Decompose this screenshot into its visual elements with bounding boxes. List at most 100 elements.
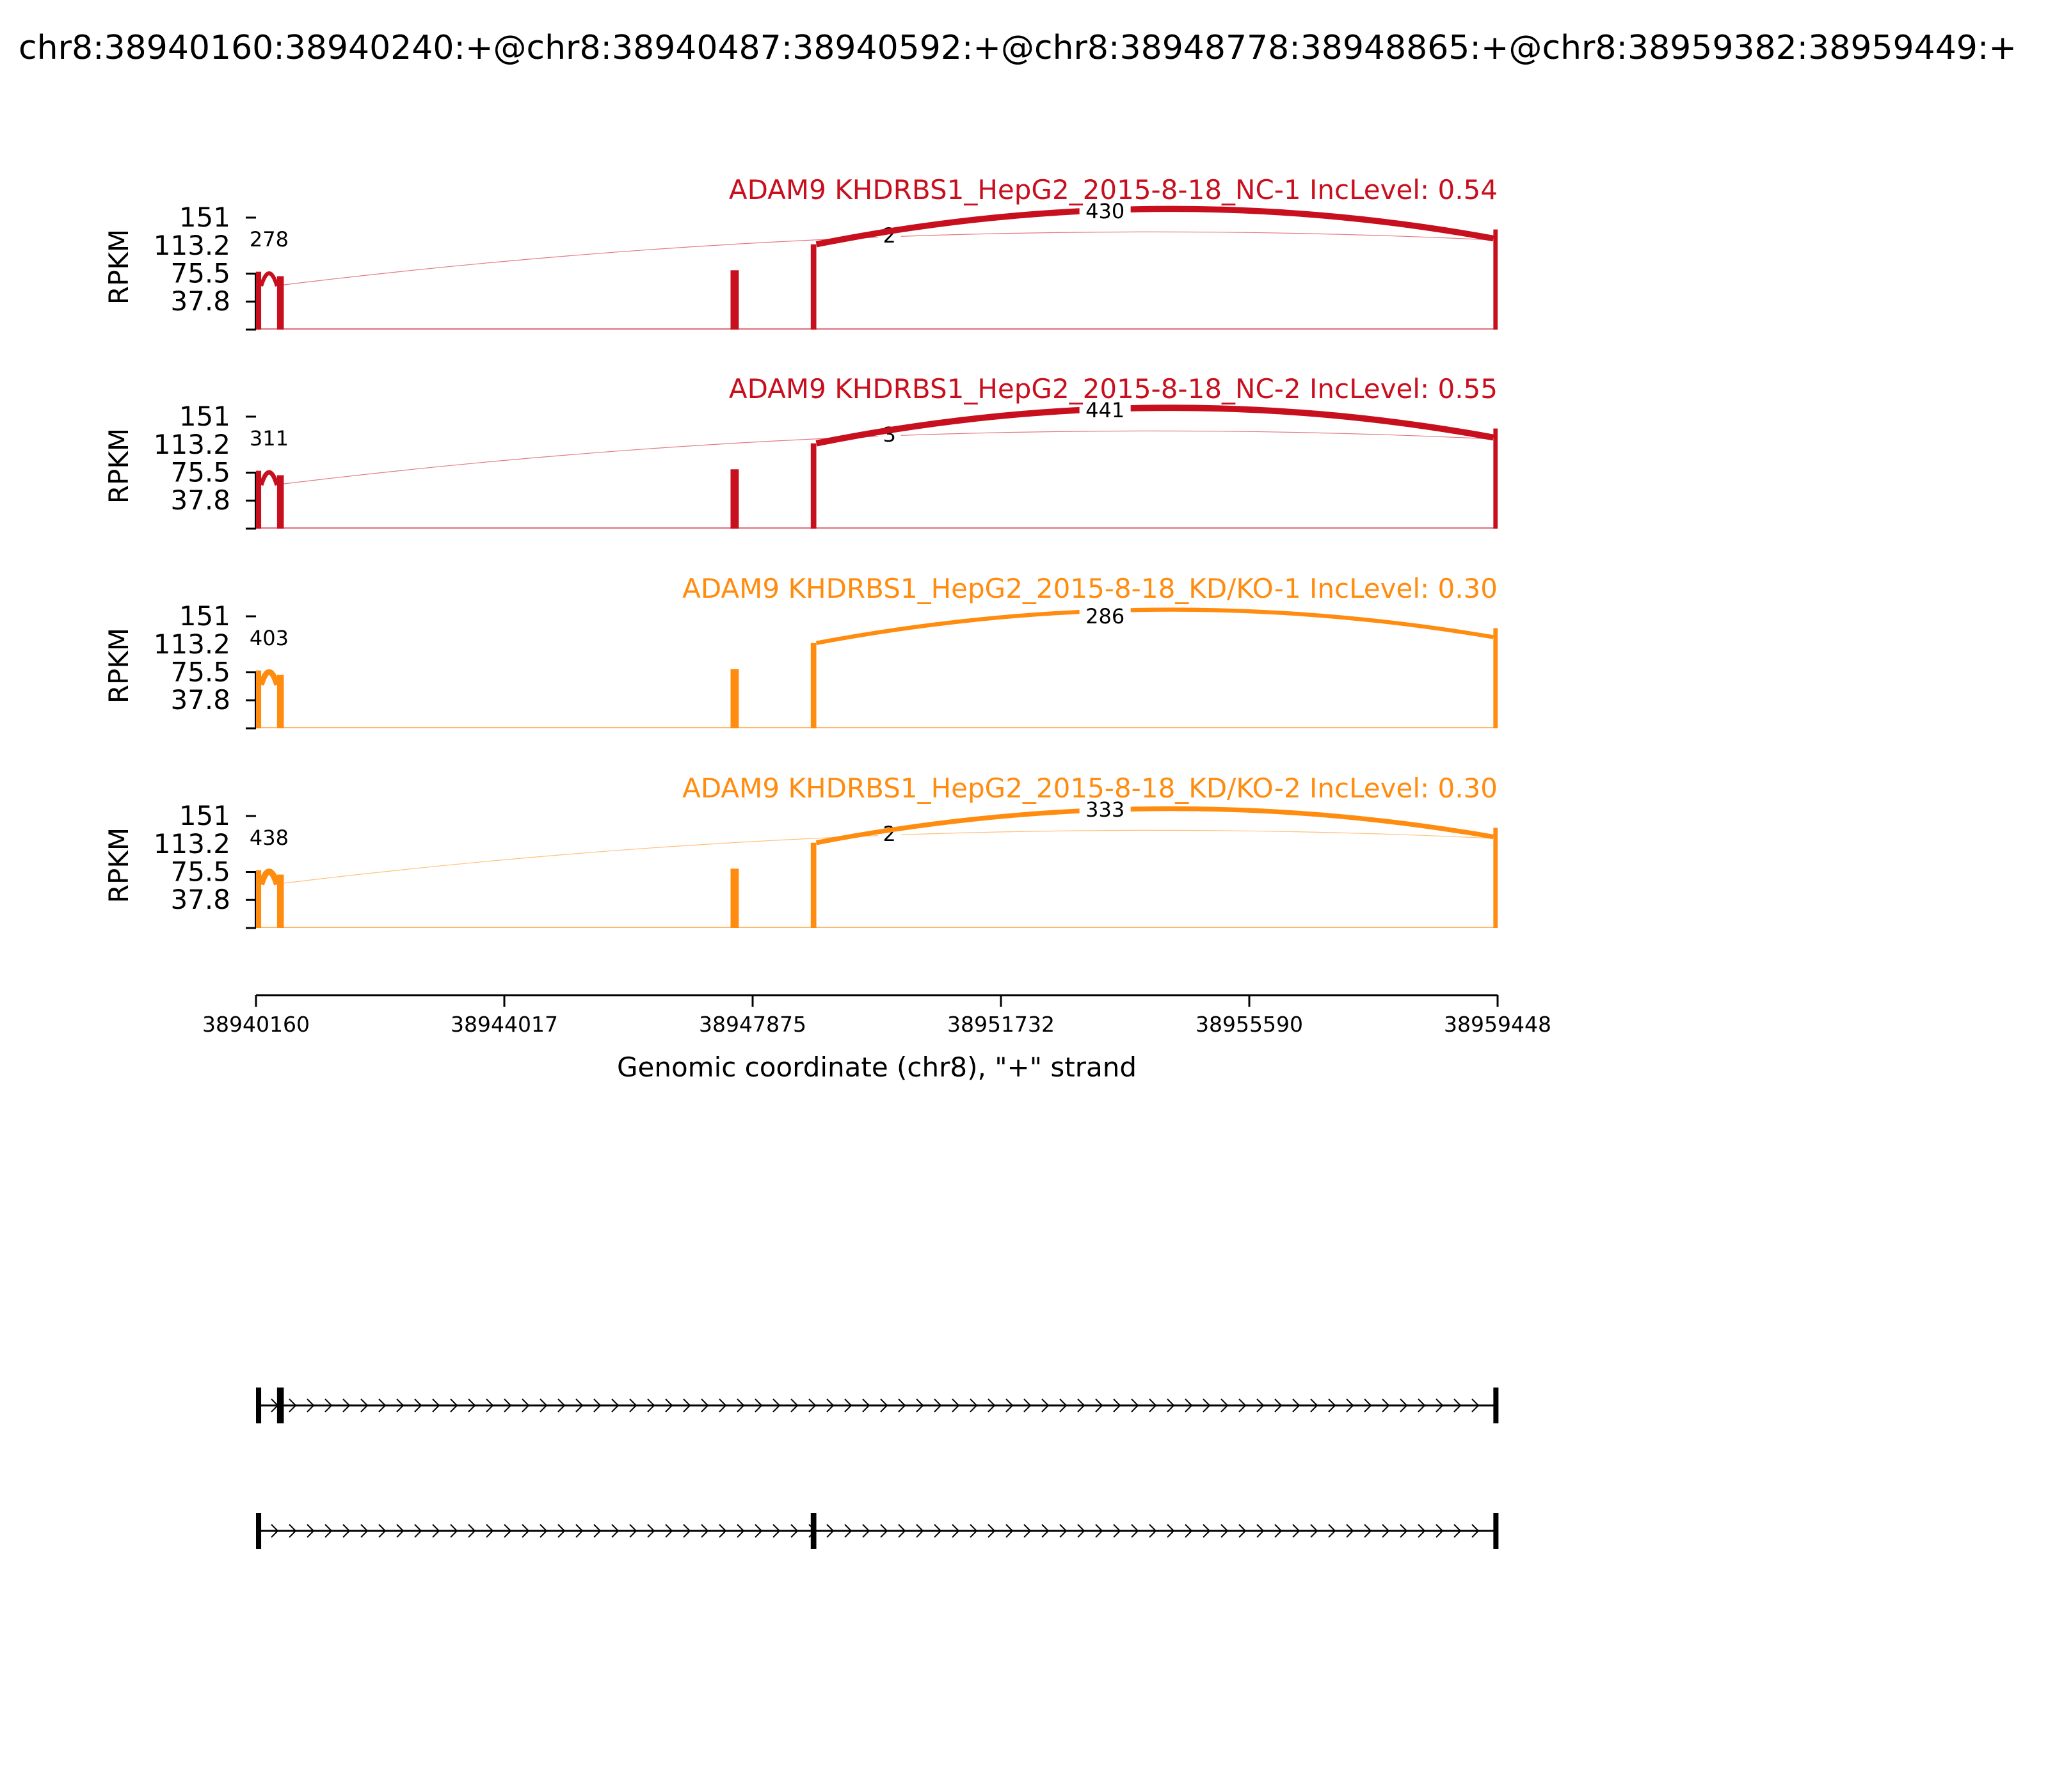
strand-arrow-icon <box>1023 1398 1032 1412</box>
y-tick-label: 151 <box>179 600 230 632</box>
x-tick-label: 38940160 <box>202 1012 310 1037</box>
coverage-bar-exon-2 <box>276 276 284 330</box>
strand-arrow-icon <box>844 1398 852 1412</box>
x-axis-label: Genomic coordinate (chr8), "+" strand <box>617 1052 1137 1083</box>
isoform-1 <box>256 1388 1499 1423</box>
junction-label-3: 441 <box>1085 398 1124 422</box>
strand-arrow-icon <box>701 1398 709 1412</box>
strand-arrow-icon <box>1113 1524 1121 1538</box>
exon-block-1 <box>256 1513 262 1549</box>
y-tick-label: 113.2 <box>154 628 230 660</box>
strand-arrow-icon <box>1346 1398 1354 1412</box>
strand-arrow-icon <box>1328 1398 1336 1412</box>
y-tick-label: 151 <box>179 401 230 432</box>
strand-arrow-icon <box>808 1398 817 1412</box>
strand-arrow-icon <box>396 1398 404 1412</box>
strand-arrow-icon <box>1149 1398 1157 1412</box>
strand-arrow-icon <box>1471 1524 1480 1538</box>
junction-label-1: 311 <box>250 426 289 451</box>
strand-arrow-icon <box>665 1398 673 1412</box>
strand-arrow-icon <box>540 1524 548 1538</box>
junction-label-bg <box>1079 800 1131 822</box>
junction-label-2: 3 <box>883 422 896 447</box>
y-tick-label: 75.5 <box>170 457 230 488</box>
strand-arrow-icon <box>271 1524 279 1538</box>
junction-arc-2 <box>815 607 1494 645</box>
strand-arrow-icon <box>289 1524 297 1538</box>
strand-arrow-icon <box>647 1524 655 1538</box>
strand-arrow-icon <box>1185 1524 1193 1538</box>
strand-arrow-icon <box>1005 1398 1014 1412</box>
strand-arrow-icon <box>665 1524 673 1538</box>
strand-arrow-icon <box>324 1524 333 1538</box>
strand-arrow-icon <box>486 1398 494 1412</box>
strand-arrow-icon <box>862 1524 870 1538</box>
y-tick-label: 113.2 <box>154 230 230 261</box>
junction-arc-3 <box>815 404 1494 447</box>
strand-arrow-icon <box>307 1524 315 1538</box>
strand-arrow-icon <box>1238 1524 1247 1538</box>
strand-arrow-icon <box>575 1524 584 1538</box>
junction-label-2: 286 <box>1085 604 1124 628</box>
strand-arrow-icon <box>880 1398 888 1412</box>
junction-label-2: 2 <box>883 822 896 846</box>
junction-label-3: 430 <box>1085 199 1124 223</box>
strand-arrow-icon <box>1471 1398 1480 1412</box>
track-title: ADAM9 KHDRBS1_HepG2_2015-8-18_NC-1 IncLe… <box>729 174 1498 205</box>
exon-block-2 <box>810 1513 817 1549</box>
y-axis-label: RPKM <box>103 828 134 903</box>
strand-arrow-icon <box>898 1398 906 1412</box>
coverage-bar-exon-3 <box>730 868 739 928</box>
strand-arrow-icon <box>772 1398 781 1412</box>
x-tick-label: 38955590 <box>1196 1012 1303 1037</box>
strand-arrow-icon <box>1256 1398 1265 1412</box>
strand-arrow-icon <box>414 1524 422 1538</box>
strand-arrow-icon <box>1059 1398 1068 1412</box>
strand-arrow-icon <box>1328 1524 1336 1538</box>
x-tick-label: 38951732 <box>947 1012 1055 1037</box>
strand-arrow-icon <box>683 1398 691 1412</box>
strand-arrow-icon <box>1095 1524 1103 1538</box>
strand-arrow-icon <box>1167 1524 1175 1538</box>
strand-arrow-icon <box>719 1524 727 1538</box>
strand-arrow-icon <box>1436 1524 1444 1538</box>
coverage-bar-exon-3 <box>730 469 739 529</box>
strand-arrow-icon <box>1203 1398 1211 1412</box>
strand-arrow-icon <box>1400 1524 1408 1538</box>
strand-arrow-icon <box>1364 1398 1372 1412</box>
x-tick-label: 38959448 <box>1444 1012 1551 1037</box>
strand-arrow-icon <box>898 1524 906 1538</box>
strand-arrow-icon <box>790 1524 799 1538</box>
junction-label-3: 333 <box>1085 797 1124 822</box>
strand-arrow-icon <box>826 1524 835 1538</box>
strand-arrow-icon <box>289 1398 297 1412</box>
x-tick-label: 38944017 <box>451 1012 558 1037</box>
strand-arrow-icon <box>1310 1398 1318 1412</box>
strand-arrow-icon <box>1364 1524 1372 1538</box>
strand-arrow-icon <box>737 1398 745 1412</box>
junction-arc-1 <box>259 271 279 287</box>
y-axis-label: RPKM <box>103 628 134 703</box>
strand-arrow-icon <box>378 1524 387 1538</box>
strand-arrow-icon <box>1418 1524 1426 1538</box>
strand-arrow-icon <box>1059 1524 1068 1538</box>
strand-arrow-icon <box>1418 1398 1426 1412</box>
exon-block-2 <box>276 1388 284 1423</box>
strand-arrow-icon <box>916 1398 924 1412</box>
track-title: ADAM9 KHDRBS1_HepG2_2015-8-18_KD/KO-2 In… <box>682 772 1498 804</box>
strand-arrow-icon <box>737 1524 745 1538</box>
y-tick-label: 151 <box>179 800 230 831</box>
strand-arrow-icon <box>988 1524 996 1538</box>
y-tick-label: 113.2 <box>154 828 230 860</box>
coverage-bar-exon-3 <box>730 669 739 728</box>
junction-arc-1 <box>259 470 280 486</box>
y-tick-label: 75.5 <box>170 856 230 888</box>
isoform-2 <box>256 1513 1499 1549</box>
junction-label-2: 2 <box>883 223 896 248</box>
strand-arrow-icon <box>755 1524 763 1538</box>
coverage-bar-exon-5 <box>1493 828 1498 928</box>
strand-arrow-icon <box>755 1398 763 1412</box>
